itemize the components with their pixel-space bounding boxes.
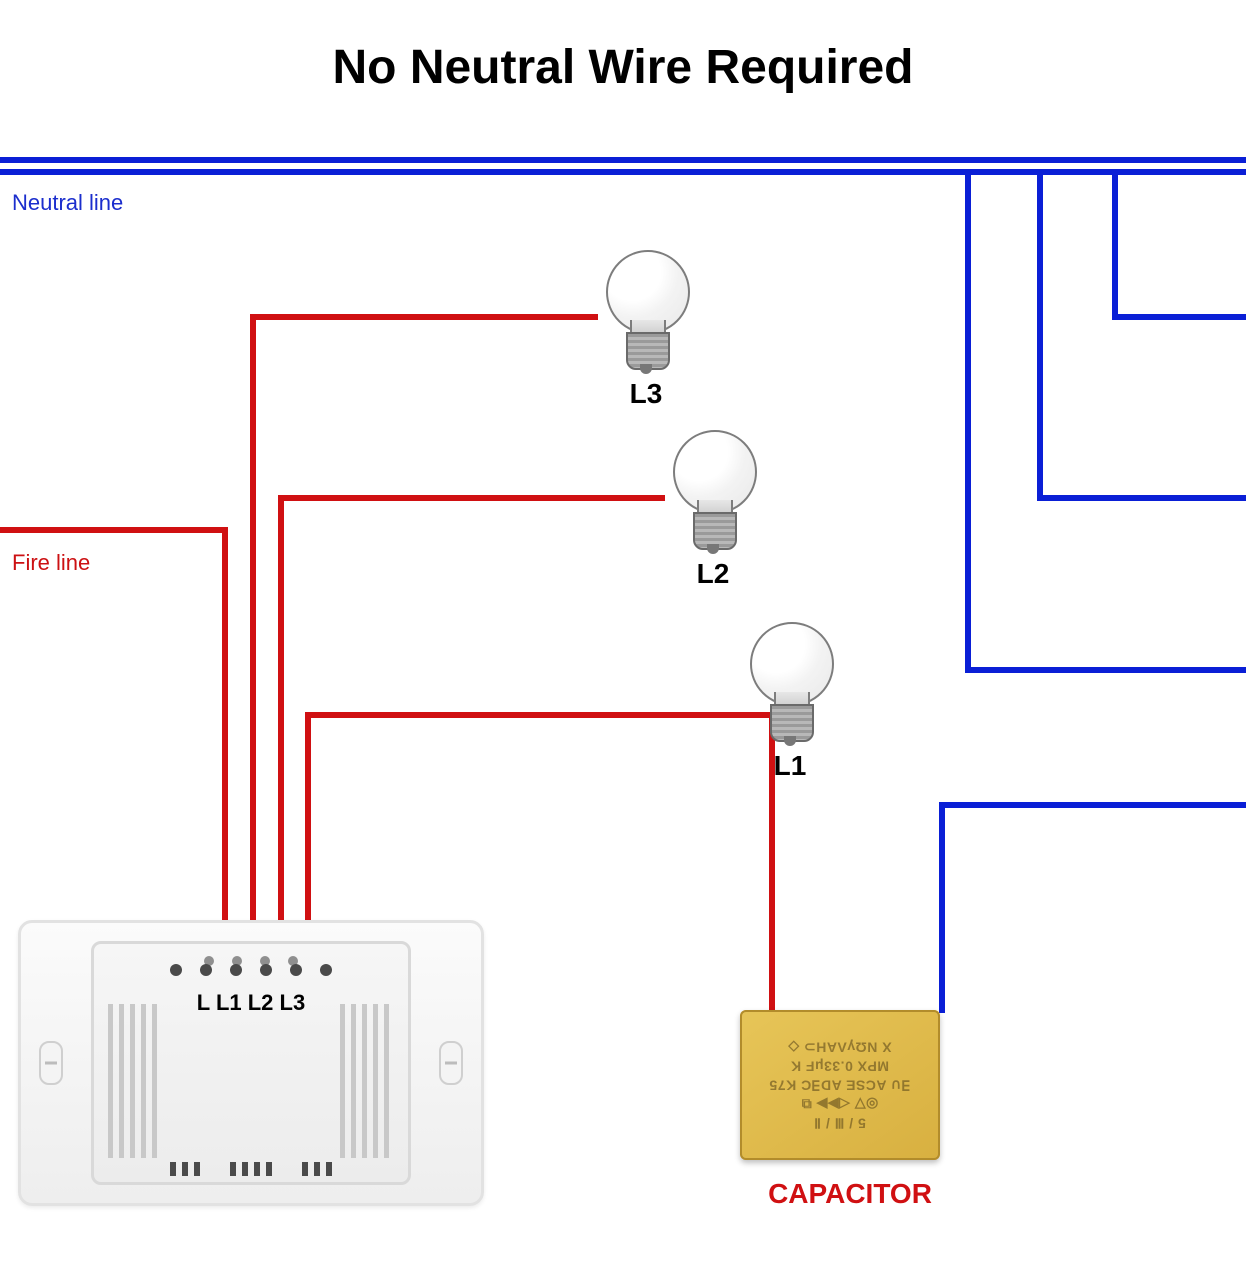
capacitor: 5 / Ⅲ / Ⅱ◎▽ ◁▶▶ ⧉∃∪ ACSE AD∃C K75MPX 0.3… [740,1010,940,1160]
bulb-tip [784,736,796,746]
mount-hole-left [39,1041,63,1085]
bulb-tip [640,364,652,374]
bulb-l1: L1 [740,622,840,762]
neutral-line-label: Neutral line [12,190,123,216]
bulb-l2: L2 [663,430,763,570]
bulb-tip [707,544,719,554]
fire-line-label: Fire line [12,550,90,576]
smart-switch: L L1 L2 L3 [18,920,484,1206]
fire-wire-group [0,317,772,1010]
diagram-stage: No Neutral Wire Required Neutral line Fi… [0,0,1246,1280]
terminal-row-large [94,964,408,976]
bulb-label: L1 [740,750,840,782]
bulb-label: L2 [663,558,763,590]
capacitor-label: CAPACITOR [740,1178,960,1210]
bulb-label: L3 [596,378,696,410]
vent-left [108,1004,162,1158]
capacitor-markings: 5 / Ⅲ / Ⅱ◎▽ ◁▶▶ ⧉∃∪ ACSE AD∃C K75MPX 0.3… [769,1038,910,1132]
switch-inner: L L1 L2 L3 [91,941,411,1185]
mount-hole-right [439,1041,463,1085]
vent-right [340,1004,394,1158]
bulb-l3: L3 [596,250,696,390]
switch-foot [94,1162,408,1176]
